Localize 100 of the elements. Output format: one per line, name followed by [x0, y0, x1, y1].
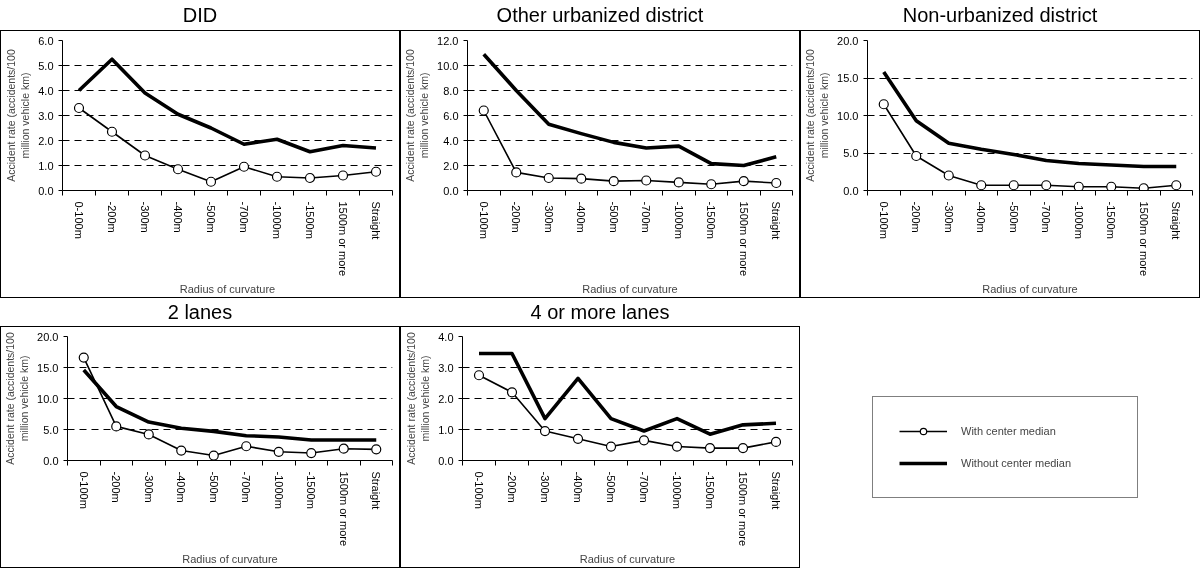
y-tick-label: 5.0 [38, 59, 54, 72]
x-tick-label: 1500m or more [737, 201, 750, 277]
point [106, 126, 118, 137]
point [976, 180, 987, 191]
point [738, 176, 749, 187]
y-tick-label: 20.0 [37, 330, 59, 343]
point [1008, 180, 1019, 191]
x-tick-label: 0-100m [473, 471, 485, 509]
x-tick-label: 0-100m [73, 201, 85, 239]
point [943, 170, 954, 181]
point [176, 445, 187, 456]
point [737, 443, 749, 454]
point [304, 172, 316, 184]
x-tick-label: -200m [506, 471, 518, 503]
x-axis-title: Radius of curvature [179, 283, 276, 296]
x-tick-label: -500m [205, 201, 217, 233]
y-tick-label: 8.0 [443, 84, 459, 97]
x-tick-label: Straight [370, 201, 382, 240]
point [370, 166, 382, 177]
x-tick-label: -400m [575, 201, 588, 233]
y-tick-label: 4.0 [443, 134, 459, 147]
point [473, 370, 485, 381]
x-tick-label: 0-100m [877, 201, 890, 239]
chart-title: Non-urbanized district [901, 3, 1099, 28]
point [878, 99, 889, 110]
point [1041, 180, 1052, 191]
x-tick-label: -1500m [705, 201, 718, 239]
x-tick-label: -700m [640, 201, 653, 233]
y-tick-label: 20.0 [837, 34, 859, 47]
point [539, 425, 551, 437]
y-tick-label: 4.0 [438, 330, 454, 343]
point [273, 446, 284, 457]
x-tick-label: 1500m or more [337, 471, 350, 547]
point [73, 102, 85, 114]
x-tick-label: 1500m or more [1137, 201, 1150, 277]
x-tick-label: -1500m [304, 201, 316, 239]
point [241, 441, 252, 452]
x-tick-label: Straight [770, 471, 782, 510]
x-tick-label: -700m [638, 471, 650, 503]
point [371, 444, 382, 455]
y-tick-label: 3.0 [438, 361, 454, 374]
y-tick-label: 5.0 [843, 147, 859, 159]
chart-title: DID [181, 3, 219, 28]
x-tick-label: -200m [910, 201, 923, 233]
point [638, 435, 650, 446]
x-tick-label: -1000m [272, 471, 285, 509]
y-axis-title: Accident rate (accidents/100 million vehicle km) [803, 49, 831, 182]
y-tick-label: 1.0 [38, 159, 54, 172]
chart-title: 2 lanes [166, 300, 234, 325]
point [770, 436, 782, 447]
point [139, 150, 151, 161]
y-tick-label: 4.0 [38, 84, 54, 97]
x-tick-label: -1000m [271, 201, 283, 239]
y-axis-title: Accident rate (accidents/100 million vehicle km) [403, 49, 431, 182]
point [205, 176, 217, 187]
y-tick-label: 0.0 [443, 184, 459, 197]
point [306, 447, 317, 459]
point [706, 179, 717, 190]
point [911, 150, 922, 162]
x-tick-label: -200m [110, 471, 123, 503]
x-tick-label: -300m [539, 471, 551, 503]
point [671, 441, 683, 452]
point [337, 170, 349, 181]
y-tick-label: 5.0 [43, 423, 59, 436]
y-tick-label: 12.0 [437, 34, 459, 47]
y-tick-label: 6.0 [443, 109, 459, 122]
y-tick-label: 2.0 [443, 159, 459, 172]
point [543, 172, 554, 184]
x-tick-label: -1000m [671, 471, 683, 509]
x-tick-label: Straight [370, 471, 383, 510]
point [143, 429, 154, 440]
x-tick-label: Straight [770, 201, 783, 240]
point [1106, 181, 1117, 191]
x-tick-label: -700m [240, 471, 253, 503]
x-tick-label: -300m [942, 201, 955, 233]
point [338, 443, 349, 454]
y-tick-label: 0.0 [843, 184, 859, 197]
legend-label: Without center median [961, 457, 1073, 469]
y-axis-title: Accident rate (accidents/100 million vehicle km) [3, 332, 31, 465]
point [478, 105, 489, 116]
y-tick-label: 1.0 [438, 423, 454, 436]
point [208, 450, 219, 461]
x-axis-title: Radius of curvature [579, 553, 676, 566]
y-tick-label: 10.0 [37, 392, 59, 405]
x-tick-label: -400m [975, 201, 988, 233]
x-tick-label: -1500m [1105, 201, 1118, 239]
x-tick-label: Straight [1170, 201, 1183, 240]
y-tick-label: 15.0 [37, 361, 59, 374]
y-tick-label: 0.0 [38, 184, 54, 197]
point [704, 443, 716, 454]
x-axis-title: Radius of curvature [182, 553, 278, 566]
x-tick-label: -300m [142, 471, 155, 503]
point [1073, 181, 1084, 191]
y-tick-label: 3.0 [38, 109, 54, 122]
point [172, 164, 184, 175]
x-tick-label: -500m [1007, 201, 1020, 233]
point [111, 421, 122, 432]
point [511, 167, 522, 178]
point [1171, 180, 1182, 191]
x-axis-title: Radius of curvature [982, 283, 1078, 296]
